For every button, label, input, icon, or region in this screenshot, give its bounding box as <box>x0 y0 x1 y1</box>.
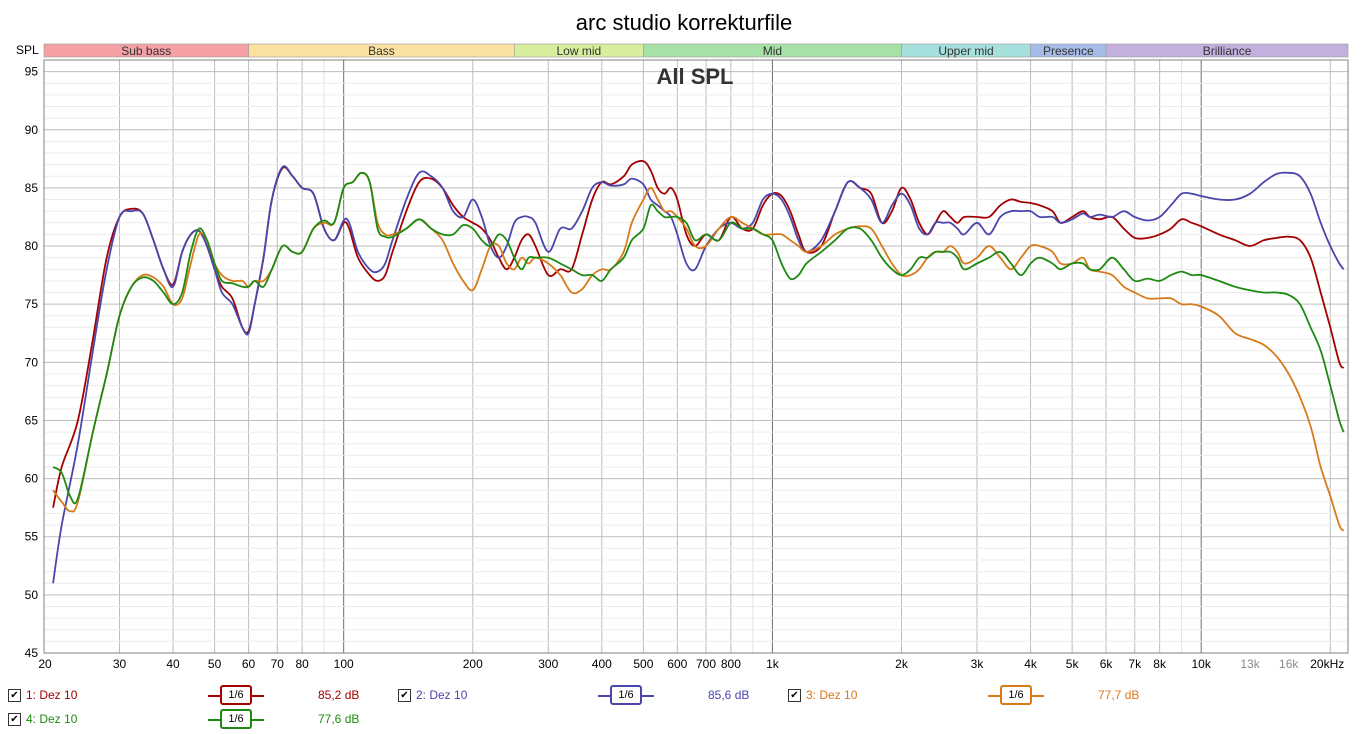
plot-border <box>43 59 1349 654</box>
band-label-6: Brilliance <box>1203 44 1252 58</box>
smoothing-button[interactable]: 1/6 <box>610 685 642 705</box>
plot-subtitle: All SPL <box>656 64 733 89</box>
band-label-4: Upper mid <box>938 44 993 58</box>
band-6 <box>1105 43 1349 58</box>
chart-title: arc studio korrekturfile <box>576 10 792 35</box>
x-tick-label: 50 <box>208 657 222 671</box>
legend-series-name: 3: Dez 10 <box>806 688 858 702</box>
y-tick-label: 55 <box>25 530 39 544</box>
x-tick-label: 400 <box>592 657 612 671</box>
band-label-1: Bass <box>368 44 395 58</box>
frequency-bands: Sub bass Bass Low mid Mid Upper mid Presence B… <box>43 43 1349 58</box>
x-tick-label: 40 <box>166 657 180 671</box>
band-label-0: Sub bass <box>121 44 171 58</box>
x-tick-label: 16k <box>1279 657 1299 671</box>
x-tick-label: 300 <box>538 657 558 671</box>
y-tick-label: 45 <box>25 646 39 660</box>
series-line-2 <box>52 165 1345 584</box>
x-tick-label: 7k <box>1128 657 1142 671</box>
smoothing-button[interactable]: 1/6 <box>220 685 252 705</box>
legend-item-1: ✔ 1: Dez 10 1/6 85,2 dB <box>8 684 368 706</box>
smoothing-button[interactable]: 1/6 <box>1000 685 1032 705</box>
x-tick-label: 60 <box>242 657 256 671</box>
x-tick-label: 3k <box>971 657 985 671</box>
x-tick-label: 8k <box>1153 657 1167 671</box>
y-axis-label: SPL <box>16 43 39 57</box>
x-tick-label: 1k <box>766 657 780 671</box>
x-ticks: 20 30 40 50 60 70 80 100 200 300 400 500 600 700 800 1k… <box>38 657 1344 671</box>
x-tick-label: 200 <box>463 657 483 671</box>
legend-item-4: ✔ 4: Dez 10 1/6 77,6 dB <box>8 708 368 730</box>
y-tick-label: 85 <box>25 181 39 195</box>
x-tick-label: 10k <box>1192 657 1212 671</box>
y-tick-label: 80 <box>25 239 39 253</box>
x-tick-label: 5k <box>1066 657 1080 671</box>
y-ticks: 45 50 55 60 65 70 75 80 85 90 95 <box>25 65 39 660</box>
y-tick-label: 70 <box>25 355 39 369</box>
x-tick-label: 20kHz <box>1310 657 1344 671</box>
legend-item-3: ✔ 3: Dez 10 1/6 77,7 dB <box>788 684 1148 706</box>
legend: ✔ 1: Dez 10 1/6 85,2 dB ✔ 2: Dez 10 1/6 85,6 dB… <box>0 684 1369 734</box>
legend-level: 77,7 dB <box>1098 688 1140 702</box>
check-icon[interactable]: ✔ <box>8 689 21 702</box>
band-label-3: Mid <box>763 44 782 58</box>
y-tick-label: 60 <box>25 472 39 486</box>
check-icon[interactable]: ✔ <box>8 713 21 726</box>
band-label-5: Presence <box>1043 44 1094 58</box>
legend-series-name: 2: Dez 10 <box>416 688 468 702</box>
x-tick-label: 20 <box>38 657 52 671</box>
check-icon[interactable]: ✔ <box>398 689 411 702</box>
y-tick-label: 75 <box>25 297 39 311</box>
legend-level: 85,2 dB <box>318 688 360 702</box>
x-tick-label: 600 <box>667 657 687 671</box>
x-tick-label: 4k <box>1024 657 1038 671</box>
legend-item-2: ✔ 2: Dez 10 1/6 85,6 dB <box>398 684 758 706</box>
y-tick-label: 95 <box>25 65 39 79</box>
smoothing-button[interactable]: 1/6 <box>220 709 252 729</box>
x-tick-label: 70 <box>271 657 285 671</box>
x-tick-label: 6k <box>1100 657 1114 671</box>
x-tick-label: 500 <box>633 657 653 671</box>
x-tick-label: 13k <box>1240 657 1260 671</box>
legend-level: 77,6 dB <box>318 712 360 726</box>
y-tick-label: 90 <box>25 123 39 137</box>
x-tick-label: 100 <box>334 657 354 671</box>
legend-series-name: 1: Dez 10 <box>26 688 78 702</box>
x-tick-label: 700 <box>696 657 716 671</box>
x-tick-label: 800 <box>721 657 741 671</box>
legend-level: 85,6 dB <box>708 688 750 702</box>
x-tick-label: 80 <box>295 657 309 671</box>
series-lines <box>52 160 1345 584</box>
plot-area <box>44 60 1348 653</box>
x-tick-label: 30 <box>113 657 127 671</box>
y-tick-label: 65 <box>25 413 39 427</box>
y-tick-label: 50 <box>25 588 39 602</box>
series-line-4 <box>52 171 1345 505</box>
legend-series-name: 4: Dez 10 <box>26 712 78 726</box>
band-label-2: Low mid <box>556 44 601 58</box>
x-tick-label: 2k <box>895 657 909 671</box>
check-icon[interactable]: ✔ <box>788 689 801 702</box>
